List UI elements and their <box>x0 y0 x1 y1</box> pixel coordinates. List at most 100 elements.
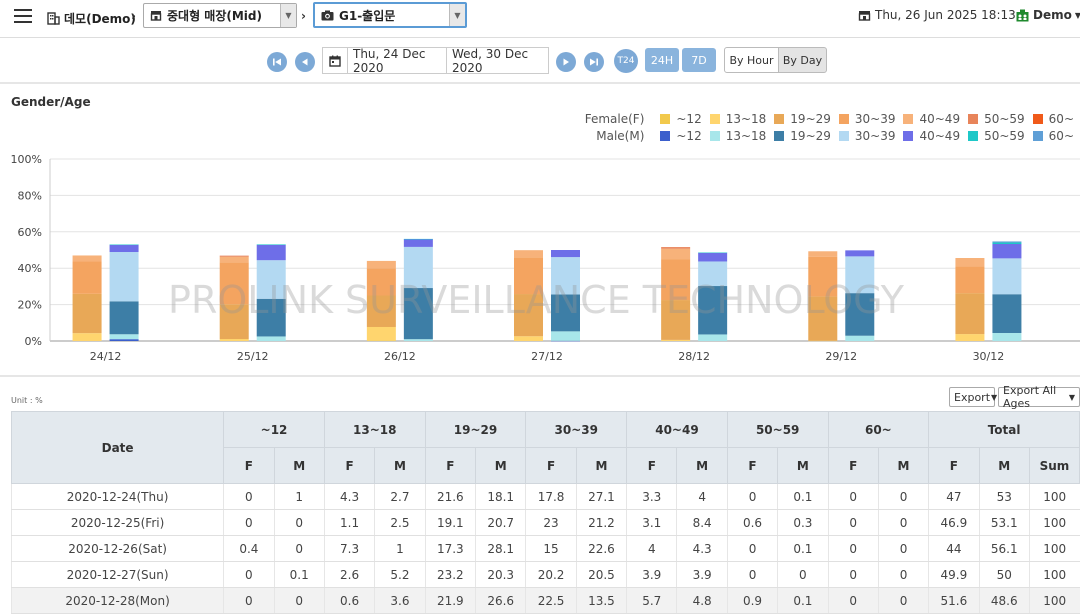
table-row[interactable]: 2020-12-25(Fri) 0 0 1.1 2.5 19.1 20.7 23 21.2 3.1… <box>10 509 1080 536</box>
legend-swatch <box>968 131 979 141</box>
legend-item-female[interactable]: ~12 <box>660 112 702 126</box>
bar-segment-male <box>403 238 433 240</box>
legend-swatch <box>838 114 849 124</box>
bar-segment-male <box>109 334 139 340</box>
bar-segment-female <box>955 258 985 267</box>
by-day-button[interactable]: By Day <box>778 47 827 73</box>
value-cell: 100 <box>1028 587 1080 614</box>
x-tick-label: 30/12 <box>973 350 1005 363</box>
bar-segment-male <box>403 239 433 247</box>
value-cell: 100 <box>1028 509 1080 536</box>
value-cell: 20.2 <box>525 561 577 588</box>
7d-button[interactable]: 7D <box>682 48 716 72</box>
legend-label: 30~39 <box>854 129 896 143</box>
previous-icon[interactable] <box>295 52 315 72</box>
bar-segment-male <box>992 243 1022 259</box>
value-cell: 44 <box>928 535 980 562</box>
24h-button[interactable]: 24H <box>645 48 679 72</box>
bar-segment-female <box>366 295 396 327</box>
start-date-input[interactable]: Thu, 24 Dec 2020 <box>347 47 447 75</box>
legend-item-female[interactable]: 50~59 <box>968 112 1025 126</box>
next-icon[interactable] <box>556 52 576 72</box>
camera-select[interactable]: G1-출입문 ▼ <box>313 2 467 28</box>
bar-segment-male <box>992 258 1022 295</box>
first-page-icon[interactable] <box>267 52 287 72</box>
bar-segment-female <box>219 304 249 339</box>
bar-segment-male <box>551 340 580 342</box>
sub-column-header: M <box>374 447 426 484</box>
legend-label: 13~18 <box>725 112 767 126</box>
date-cell: 2020-12-25(Fri) <box>10 509 224 536</box>
value-cell: 3.9 <box>676 561 728 588</box>
age-column-header: 60~ <box>827 411 930 448</box>
last-page-icon[interactable] <box>584 52 604 72</box>
legend-item-female[interactable]: 13~18 <box>709 112 767 126</box>
bar-segment-male <box>992 242 1022 244</box>
bar-segment-female <box>219 338 249 341</box>
legend-item-male[interactable]: 19~29 <box>774 129 831 143</box>
divider <box>0 82 1080 84</box>
legend-item-female[interactable]: 19~29 <box>774 112 831 126</box>
bar-segment-male <box>256 244 286 261</box>
legend-item-female[interactable]: 60~ <box>1032 112 1074 126</box>
legend-item-male[interactable]: 40~49 <box>903 129 960 143</box>
legend-swatch <box>774 131 785 141</box>
sub-column-header: M <box>978 447 1030 484</box>
menu-icon[interactable] <box>14 9 32 23</box>
bar-segment-female <box>219 262 249 305</box>
sub-column-header: F <box>223 447 275 484</box>
value-cell: 0.1 <box>273 561 325 588</box>
value-cell: 0.4 <box>223 535 275 562</box>
legend-item-female[interactable]: 40~49 <box>903 112 960 126</box>
legend-item-female[interactable]: 30~39 <box>838 112 895 126</box>
table-row[interactable]: 2020-12-27(Sun) 0 0.1 2.6 5.2 23.2 20.3 20.2 20.… <box>10 561 1080 588</box>
legend-item-male[interactable]: ~12 <box>660 129 702 143</box>
legend-swatch <box>838 131 849 141</box>
value-cell: 4 <box>676 483 728 510</box>
value-cell: 0 <box>877 535 929 562</box>
bar-segment-female <box>219 255 249 257</box>
chevron-down-icon[interactable]: ▼ <box>280 4 296 27</box>
legend-item-male[interactable]: 60~ <box>1032 129 1074 143</box>
bar-segment-female <box>366 326 396 341</box>
sub-column-header: F <box>525 447 577 484</box>
export-button[interactable]: Export ▼ <box>949 387 997 407</box>
bar-segment-male <box>845 250 875 257</box>
sub-column-header: M <box>474 447 527 484</box>
export-all-ages-button[interactable]: Export All Ages ▼ <box>998 384 1080 410</box>
table-row[interactable]: 2020-12-26(Sat) 0.4 0 7.3 1 17.3 28.1 15 22.6 4 4.… <box>10 535 1080 562</box>
bar-segment-male <box>551 294 580 332</box>
t24-button[interactable]: T24 <box>614 49 638 73</box>
age-column-header: 19~29 <box>424 411 527 448</box>
y-tick-label: 60% <box>18 226 42 239</box>
chevron-down-icon[interactable]: ▼ <box>449 4 465 26</box>
date-column-header: Date <box>10 411 225 484</box>
store-select[interactable]: 중대형 매장(Mid) ▼ <box>143 3 297 28</box>
by-hour-button[interactable]: By Hour <box>724 47 779 73</box>
sub-column-header: M <box>575 447 628 484</box>
legend-item-male[interactable]: 50~59 <box>968 129 1025 143</box>
value-cell: 0 <box>726 535 778 562</box>
bar-segment-male <box>845 293 875 336</box>
bar-segment-female <box>72 255 102 262</box>
value-cell: 0 <box>877 483 929 510</box>
bar-segment-female <box>366 340 396 341</box>
bar-segment-male <box>845 256 875 294</box>
value-cell: 4 <box>626 535 677 562</box>
legend-swatch <box>709 114 720 124</box>
datetime-menu[interactable]: Thu, 26 Jun 2025 18:13 ▼ <box>858 8 1025 22</box>
end-date-input[interactable]: Wed, 30 Dec 2020 <box>446 47 549 75</box>
value-cell: 27.1 <box>575 483 627 510</box>
legend-swatch <box>660 114 671 124</box>
value-cell: 8.4 <box>676 509 728 536</box>
legend-item-male[interactable]: 30~39 <box>838 129 896 143</box>
site-breadcrumb[interactable]: 데모(Demo) <box>47 7 136 29</box>
bar-segment-male <box>698 252 728 262</box>
user-menu[interactable]: Demo ▼ <box>1016 8 1080 22</box>
legend-item-male[interactable]: 13~18 <box>709 129 766 143</box>
calendar-icon[interactable] <box>322 47 348 74</box>
table-row[interactable]: 2020-12-24(Thu) 0 1 4.3 2.7 21.6 18.1 17.8 27.1 3… <box>10 483 1080 510</box>
current-datetime: Thu, 26 Jun 2025 18:13 <box>875 8 1016 22</box>
value-cell: 53.1 <box>978 509 1030 536</box>
chart-title: Gender/Age <box>11 95 91 109</box>
